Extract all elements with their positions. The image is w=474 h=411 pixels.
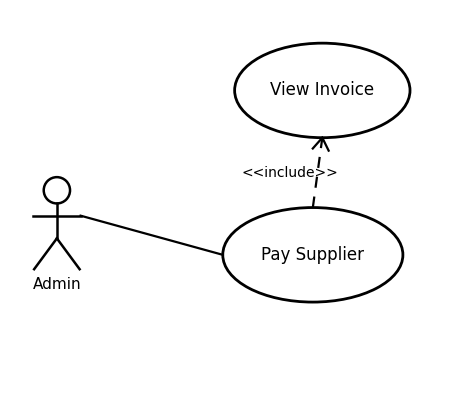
Circle shape [44, 177, 70, 203]
Ellipse shape [235, 43, 410, 138]
Text: Admin: Admin [33, 277, 81, 292]
Ellipse shape [223, 208, 403, 302]
Text: <<include>>: <<include>> [241, 166, 338, 180]
Text: Pay Supplier: Pay Supplier [261, 246, 365, 264]
Text: View Invoice: View Invoice [270, 81, 374, 99]
